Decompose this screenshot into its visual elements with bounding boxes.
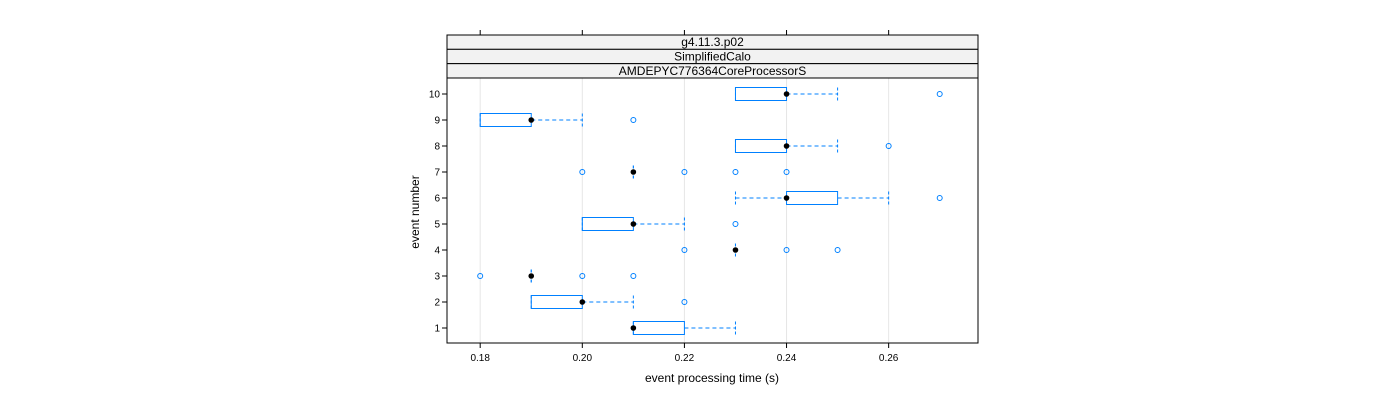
median-point <box>630 221 637 227</box>
outlier-point <box>936 91 943 97</box>
median-point <box>783 195 790 201</box>
y-tick-label: 7 <box>434 168 440 179</box>
box-series <box>477 87 943 335</box>
strip-header-label: SimplifiedCalo <box>674 49 751 63</box>
box-event-3 <box>477 269 637 283</box>
x-tick-label: 0.18 <box>470 353 490 364</box>
outlier-point <box>681 169 688 175</box>
box-event-8 <box>734 139 892 153</box>
box-iqr <box>479 113 532 127</box>
outlier-point <box>630 273 637 279</box>
box-event-5 <box>581 217 739 231</box>
y-tick-label: 9 <box>434 116 440 127</box>
plot-panel-border <box>446 77 979 344</box>
median-point <box>732 247 739 253</box>
median-point <box>579 299 586 305</box>
strip-headers: g4.11.3.p02SimplifiedCaloAMDEPYC776364Co… <box>446 34 979 79</box>
y-tick-label: 10 <box>429 90 441 101</box>
outlier-point <box>885 143 892 149</box>
box-event-9 <box>479 113 637 127</box>
box-iqr <box>734 87 788 101</box>
median-point <box>630 325 637 331</box>
median-point <box>528 117 535 123</box>
x-tick-label: 0.26 <box>879 353 899 364</box>
x-tick-label: 0.20 <box>573 353 593 364</box>
y-tick-label: 2 <box>434 298 440 309</box>
x-tick-label: 0.22 <box>675 353 695 364</box>
y-tick-label: 1 <box>434 324 440 335</box>
outlier-point <box>477 273 484 279</box>
outlier-point <box>630 117 637 123</box>
outlier-point <box>783 247 790 253</box>
outlier-point <box>936 195 943 201</box>
box-iqr <box>581 217 634 231</box>
y-axis-label: event number <box>408 175 422 248</box>
box-event-1 <box>630 321 736 335</box>
x-tick-label: 0.24 <box>777 353 797 364</box>
median-point <box>783 143 790 149</box>
outlier-point <box>834 247 841 253</box>
x-axis-label: event processing time (s) <box>645 371 779 385</box>
y-tick-label: 6 <box>434 194 440 205</box>
box-iqr <box>530 295 583 309</box>
outlier-point <box>732 221 739 227</box>
outlier-point <box>579 169 586 175</box>
outlier-point <box>732 169 739 175</box>
median-point <box>528 273 535 279</box>
box-iqr <box>786 191 839 205</box>
box-event-7 <box>579 165 790 179</box>
strip-header-label: AMDEPYC776364CoreProcessorS <box>619 64 806 78</box>
box-event-4 <box>681 243 841 257</box>
axes: 0.18 0.20 0.22 0.24 0.26 1 2 3 4 5 6 7 8 9 10 <box>429 30 899 364</box>
grid-lines <box>479 78 890 343</box>
median-point <box>630 169 637 175</box>
y-tick-label: 5 <box>434 220 440 231</box>
strip-header-label: g4.11.3.p02 <box>681 35 744 49</box>
outlier-point <box>681 299 688 305</box>
box-event-10 <box>734 87 943 101</box>
y-tick-label: 3 <box>434 272 440 283</box>
box-iqr <box>632 321 685 335</box>
box-event-2 <box>530 295 688 309</box>
box-iqr <box>734 139 788 153</box>
median-point <box>783 91 790 97</box>
box-event-6 <box>734 191 943 205</box>
outlier-point <box>681 247 688 253</box>
y-tick-label: 4 <box>434 246 440 257</box>
outlier-point <box>579 273 586 279</box>
y-tick-label: 8 <box>434 142 440 153</box>
outlier-point <box>783 169 790 175</box>
